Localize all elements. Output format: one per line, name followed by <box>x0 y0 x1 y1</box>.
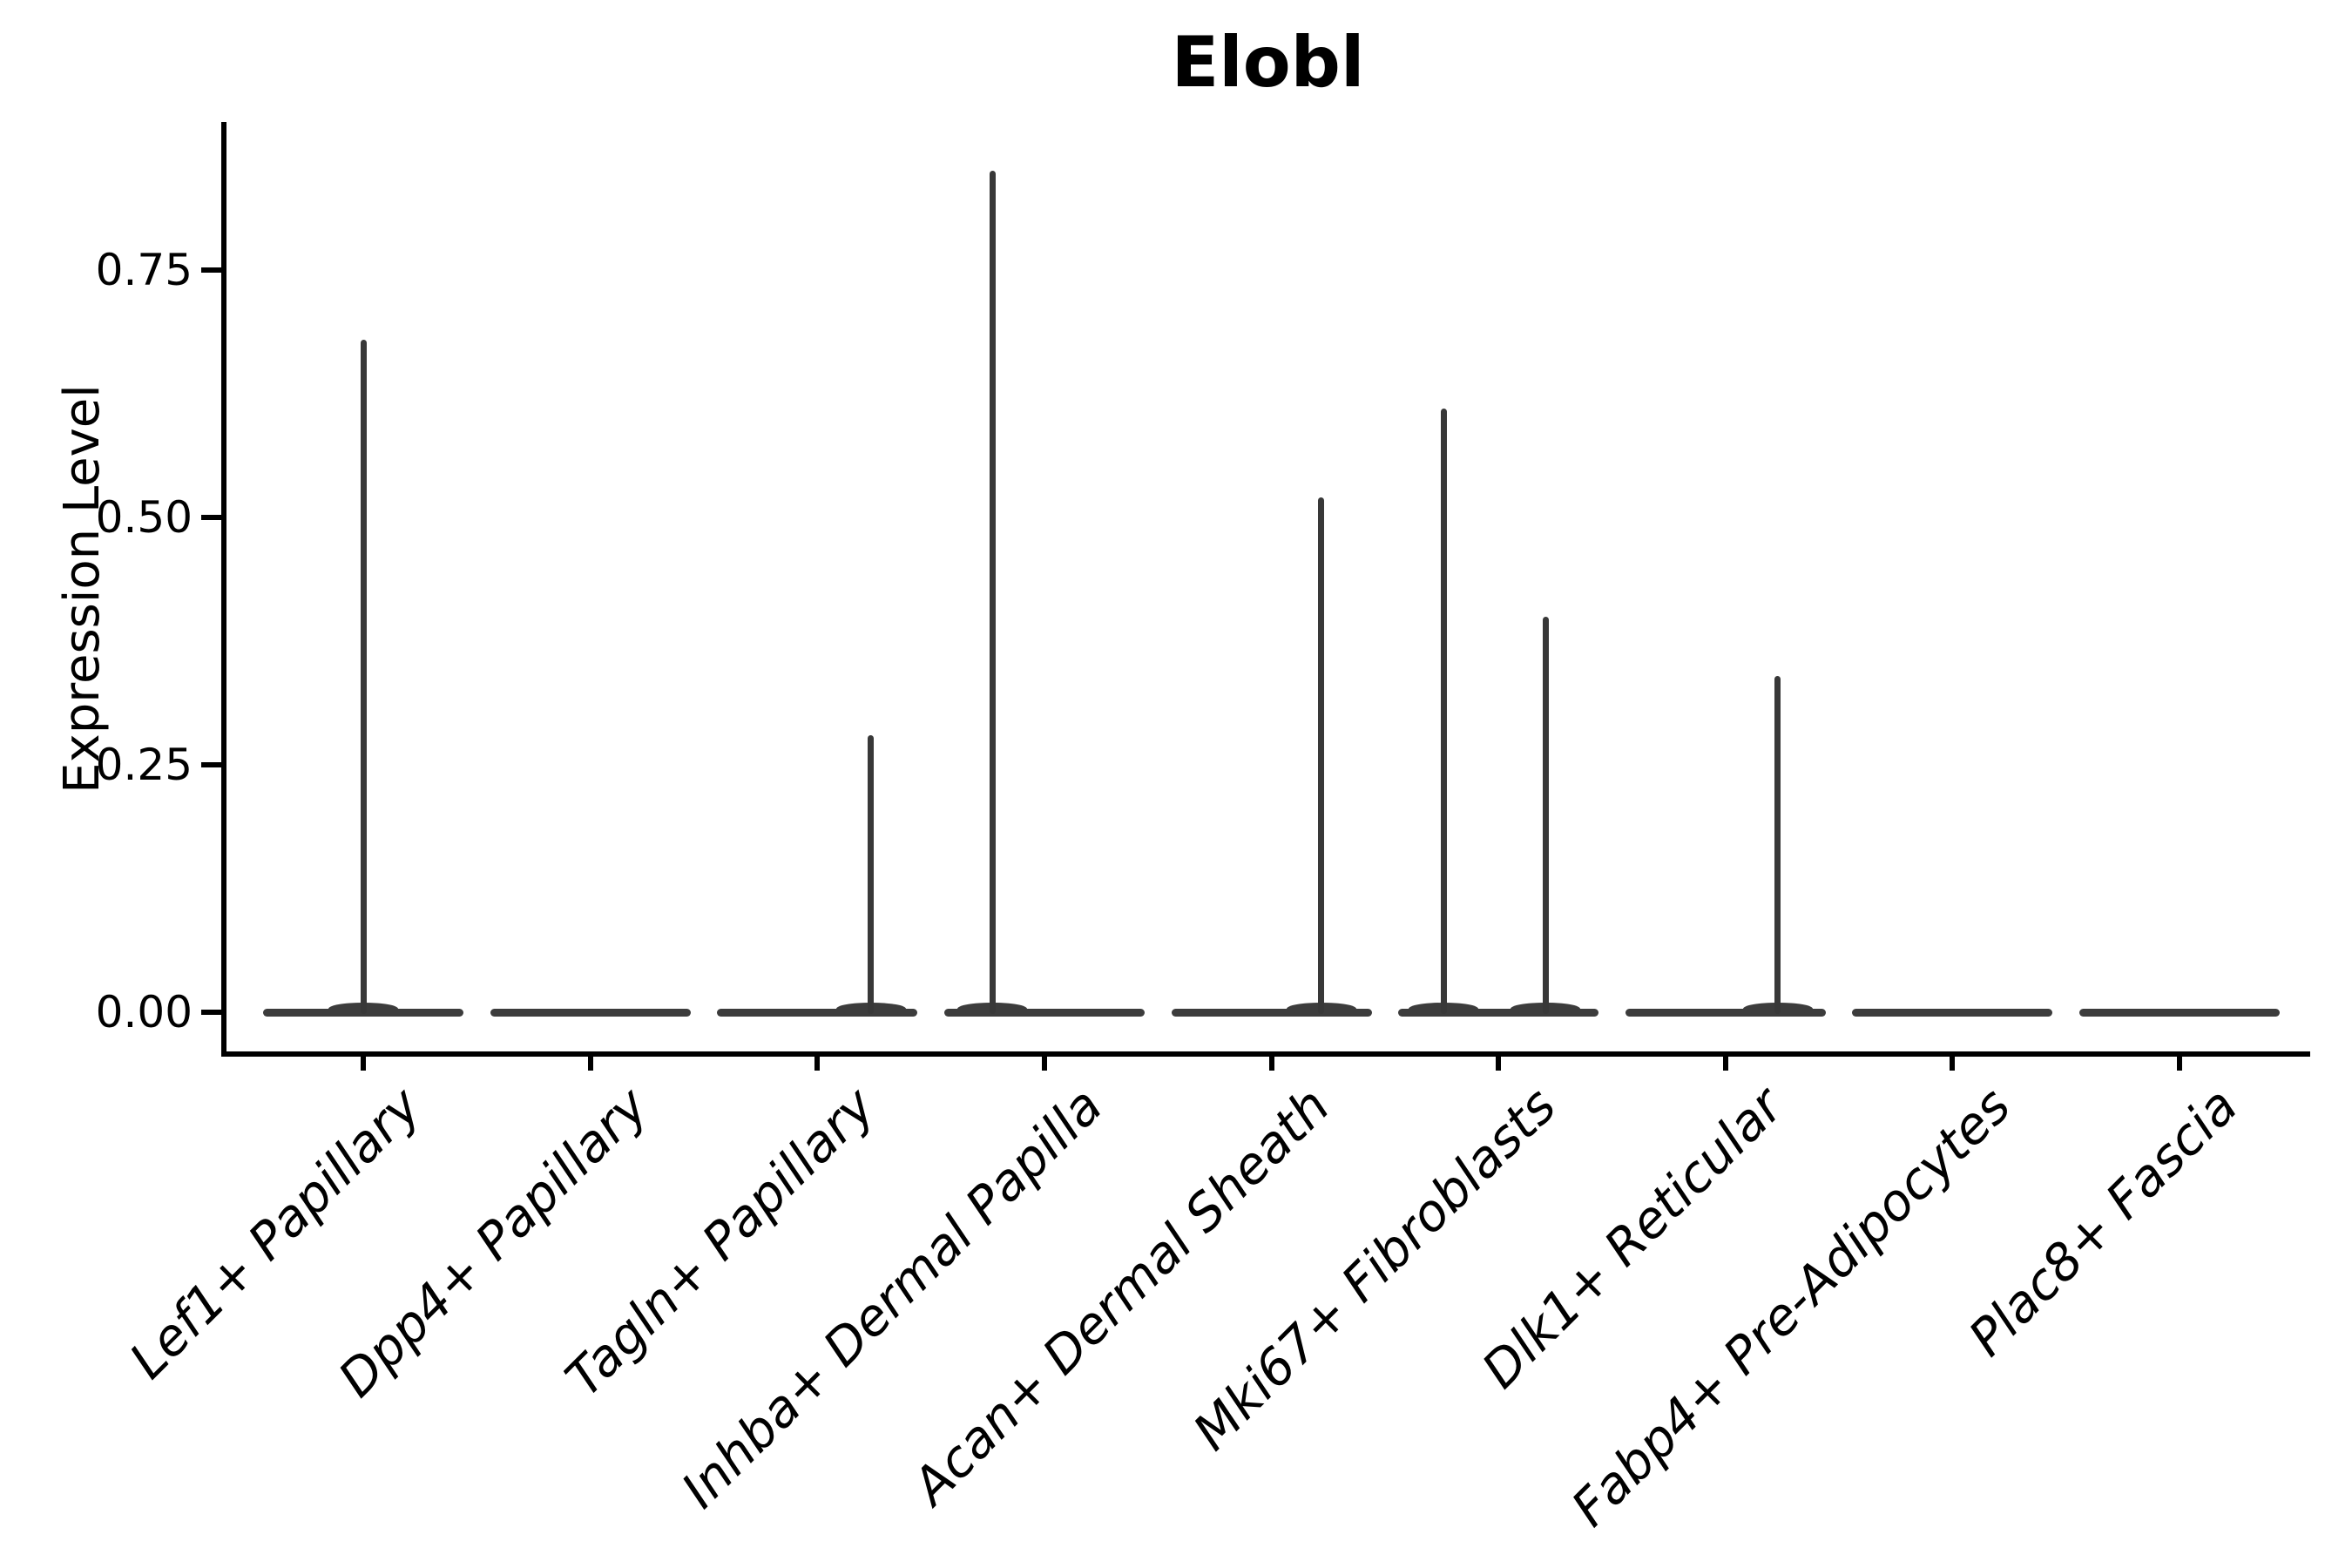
violin-spike <box>360 339 367 1014</box>
y-axis-label: Expression Level <box>54 384 111 794</box>
violin-spike <box>989 171 996 1014</box>
x-tick-mark <box>1722 1057 1728 1071</box>
violin-body <box>943 1008 1145 1017</box>
violin-body <box>1625 1008 1826 1017</box>
x-axis-category-label: Fabp4+ Pre-Adipocytes <box>1559 1076 2022 1538</box>
violin-body <box>1171 1008 1372 1017</box>
y-axis-line <box>221 122 226 1057</box>
x-tick-mark <box>1041 1057 1047 1071</box>
x-axis-category-label: Inhba+ Dermal Papilla <box>670 1076 1114 1520</box>
y-tick-label: 0.00 <box>95 987 193 1037</box>
y-tick-mark <box>201 1010 224 1015</box>
x-tick-mark <box>587 1057 593 1071</box>
y-tick-mark <box>201 267 224 273</box>
x-tick-mark <box>1268 1057 1274 1071</box>
violin-body <box>2079 1008 2281 1017</box>
x-tick-mark <box>814 1057 821 1071</box>
x-tick-mark <box>2177 1057 2183 1071</box>
y-tick-mark <box>201 515 224 520</box>
violin-body <box>717 1008 918 1017</box>
violin-spike <box>1318 497 1325 1014</box>
violin-spike <box>868 734 874 1014</box>
y-tick-label: 0.75 <box>95 245 193 295</box>
violin-spike <box>1774 675 1781 1014</box>
x-axis-line <box>221 1051 2310 1057</box>
x-tick-mark <box>1496 1057 1502 1071</box>
y-tick-mark <box>201 762 224 767</box>
violin-spike <box>1440 409 1447 1014</box>
x-axis-category-label: Acan+ Dermal Sheath <box>900 1076 1341 1517</box>
violin-body <box>490 1008 691 1017</box>
violin-spike <box>1542 616 1549 1014</box>
violin-body <box>1852 1008 2053 1017</box>
x-tick-mark <box>361 1057 366 1071</box>
x-tick-mark <box>1950 1057 1956 1071</box>
chart-title: Elobl <box>1171 22 1365 103</box>
y-tick-label: 0.25 <box>95 740 193 790</box>
y-tick-label: 0.50 <box>95 492 193 543</box>
violin-body <box>1398 1008 1599 1017</box>
